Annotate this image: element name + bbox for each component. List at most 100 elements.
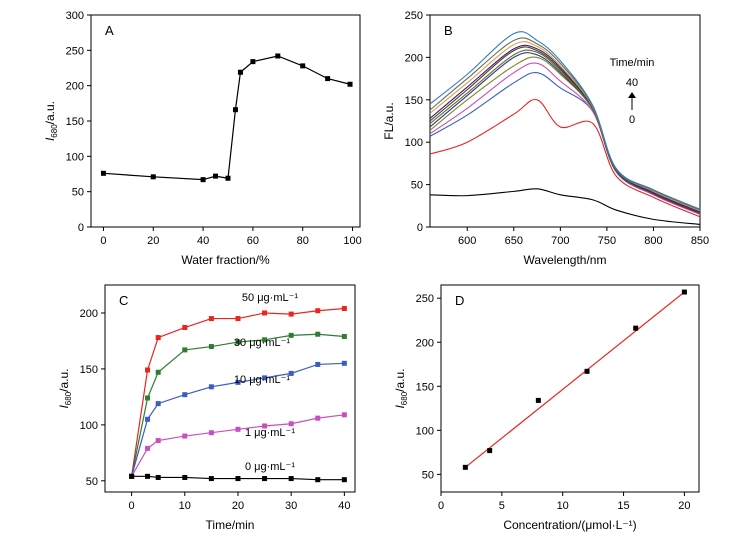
panel-a-x-tick-label: 80 (297, 235, 309, 247)
panel-a-series-0-point (225, 175, 231, 181)
panel-c-series-3-point (155, 438, 161, 444)
panel-b-series-3-line (429, 62, 701, 215)
panel-b-y-tick-label: 50 (411, 180, 423, 192)
panel-c-series-1-line (131, 333, 345, 477)
panel-a-series-0-point (300, 63, 306, 69)
panel-d-y-axis-label-main: I (393, 405, 407, 409)
panel-c-series-0-point (262, 310, 268, 316)
panel-c-series-2-point (145, 416, 151, 422)
panel-b-legend-bottom: 0 (629, 114, 635, 126)
panel-d-x-tick-label: 20 (678, 500, 690, 512)
panel-b-series-0-line (429, 188, 701, 226)
panel-c-series-0-point (145, 367, 151, 373)
panel-a-x-tick-label: 40 (197, 235, 209, 247)
panel-c-series-4-point (129, 473, 135, 479)
panel-d-x-tick-label: 15 (617, 500, 629, 512)
panel-d-x-tick-label: 5 (499, 500, 505, 512)
panel-c-series-4-point (288, 476, 294, 482)
panel-c-plot-frame (104, 284, 356, 493)
panel-c-series-3-point (235, 426, 241, 432)
panel-b-series-11-line (429, 31, 701, 210)
panel-a-y-tick-label: 0 (78, 222, 84, 234)
panel-c-series-1-point (288, 332, 294, 338)
panel-c-series-2-point (341, 360, 347, 366)
panel-c-series-1-point (341, 333, 347, 339)
panel-c-x-tick-label: 30 (285, 500, 297, 512)
panel-c-series-0-point (182, 325, 188, 331)
panel-b-x-tick-label: 700 (551, 235, 569, 247)
panel-c-series-2-point (208, 384, 214, 390)
panel-c-x-tick-label: 40 (338, 500, 350, 512)
panel-c-series-label: 1 μg·mL⁻¹ (245, 427, 295, 439)
panel-b-x-tick-label: 650 (505, 235, 523, 247)
panel-c-series-3-point (262, 423, 268, 429)
panel-d-y-tick-label: 100 (416, 425, 434, 437)
panel-a-series-0-point (347, 81, 353, 87)
panel-b-y-tick-label: 250 (405, 10, 423, 22)
panel-c-series-4-point (145, 473, 151, 479)
panel-a-y-axis-label-sub: 680 (50, 124, 59, 138)
panel-c-series-1-point (262, 337, 268, 343)
panel-c-series-0-point (341, 305, 347, 311)
panel-c-series-3-point (182, 433, 188, 439)
panel-c-series-1-point (315, 331, 321, 337)
panel-c-series-1-point (235, 339, 241, 345)
panel-a-series-0-point (237, 69, 243, 75)
panel-a-y-tick-label: 250 (66, 45, 84, 57)
panel-c-series-0-line (131, 307, 345, 477)
panel-b-x-tick-label: 750 (598, 235, 616, 247)
panel-d-series-0-point (535, 397, 541, 403)
panel-c-y-tick-label: 100 (80, 420, 98, 432)
panel-c-series-label: 30 μg·mL⁻¹ (234, 337, 290, 349)
panel-b-series-5-line (429, 52, 701, 214)
panel-c-series-0-point (235, 316, 241, 322)
panel-b-y-tick-label: 100 (405, 137, 423, 149)
panel-c-series-4-line (131, 475, 345, 481)
panel-a-x-axis-label: Water fraction/% (181, 253, 270, 267)
panel-c-series-4-point (208, 476, 214, 482)
panel-c-series-0-point (155, 335, 161, 341)
panel-c-series-3-point (315, 415, 321, 421)
panel-c-series-2-point (315, 361, 321, 367)
panel-d-y-axis-label-unit: /a.u. (393, 368, 407, 391)
panel-c-letter: C (119, 293, 128, 308)
panel-d-letter: D (455, 293, 464, 308)
panel-c-series-0-point (315, 308, 321, 314)
panel-c-series-1-point (145, 395, 151, 401)
panel-c-series-0-point (288, 311, 294, 317)
panel-c-y-tick-label: 150 (80, 364, 98, 376)
panel-b: B 600 650 700 750 800 850 0 50 100 150 200 250 Wavele… (382, 10, 709, 267)
panel-c-x-tick-label: 0 (129, 500, 135, 512)
panel-a-series-0-point (100, 170, 106, 176)
panel-d-series-0-point (681, 289, 687, 295)
panel-a-y-tick-label: 300 (66, 10, 84, 22)
panel-d-series-0-point (633, 325, 639, 331)
panel-b-x-tick-label: 600 (458, 235, 476, 247)
panel-b-x-tick-label: 850 (691, 235, 709, 247)
panel-c-series-2-point (262, 375, 268, 381)
panel-c-y-axis-label-sub: 680 (64, 391, 73, 405)
panel-c-y-tick-label: 200 (80, 308, 98, 320)
panel-c-series-2-point (235, 379, 241, 385)
panel-b-legend-top: 40 (626, 77, 638, 89)
panel-c: C 0 10 20 30 40 50 100 150 200 Time/min I680/a.u. 50… (57, 284, 356, 532)
panel-a-y-tick-label: 200 (66, 81, 84, 93)
panel-d-y-tick-label: 150 (416, 381, 434, 393)
panel-c-series-4-point (235, 476, 241, 482)
panel-d-plot-frame (440, 284, 700, 493)
panel-a-series-0-point (325, 76, 331, 82)
panel-c-series-label: 50 μg·mL⁻¹ (242, 292, 298, 304)
panel-c-series-0-point (208, 316, 214, 322)
panel-c-y-axis-label-main: I (57, 405, 71, 409)
panel-c-series-label: 0 μg·mL⁻¹ (245, 461, 295, 473)
panel-d-x-axis-label: Concentration/(μmol·L⁻¹) (503, 518, 636, 532)
panel-c-series-4-point (315, 477, 321, 483)
panel-c-series-2-point (182, 392, 188, 398)
panel-a-series-0-point (150, 174, 156, 180)
panel-b-series-7-line (429, 46, 701, 214)
panel-d-y-tick-label: 200 (416, 337, 434, 349)
panel-a-series-0-point (275, 53, 281, 59)
panel-c-x-tick-label: 10 (179, 500, 191, 512)
panel-a-series-0-line (103, 55, 351, 181)
panel-c-series-3-point (288, 421, 294, 427)
